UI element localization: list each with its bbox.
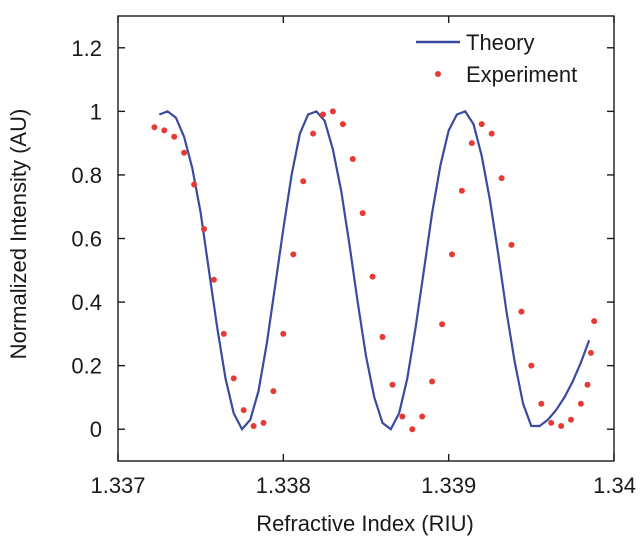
series-experiment-point (181, 149, 188, 156)
series-experiment-point (171, 133, 178, 140)
series-experiment-point (290, 251, 297, 258)
y-tick-label: 0.8 (71, 163, 102, 188)
x-tick-label: 1.339 (421, 473, 476, 498)
series-experiment-point (409, 426, 416, 433)
legend-theory-label: Theory (466, 30, 534, 55)
series-experiment-point (518, 308, 525, 315)
series-experiment-point (329, 108, 336, 115)
legend: Theory Experiment (416, 30, 577, 87)
y-tick-label: 0.2 (71, 354, 102, 379)
series-experiment-point (449, 251, 455, 258)
series-experiment-point (468, 140, 475, 147)
x-tick-label: 1.337 (90, 473, 145, 498)
x-tick-label: 1.338 (256, 473, 311, 498)
series-experiment-point (591, 318, 598, 325)
y-tick-label: 1.2 (71, 36, 102, 61)
y-tick-label: 1 (90, 99, 102, 124)
series-experiment-point (201, 226, 207, 232)
x-axis-title: Refractive Index (RIU) (256, 511, 474, 536)
series-experiment-point (528, 362, 535, 369)
series-experiment-point (230, 375, 237, 382)
series-experiment-point (191, 181, 198, 188)
series-experiment-point (151, 124, 158, 131)
series-experiment-point (458, 187, 465, 194)
series-experiment-point (349, 156, 356, 162)
series-experiment-point (587, 349, 594, 356)
plot-area (151, 108, 598, 433)
series-experiment-point (548, 419, 555, 426)
series-experiment-point (439, 321, 446, 328)
series-experiment-point (488, 130, 495, 137)
series-experiment-point (389, 381, 396, 388)
series-experiment-point (310, 130, 317, 137)
series-experiment-point (240, 407, 247, 414)
series-experiment-point (260, 419, 267, 426)
y-axis-title: Normalized Intensity (AU) (6, 109, 31, 360)
series-experiment-point (379, 334, 386, 340)
series-experiment-point (498, 175, 505, 182)
y-tick-label: 0.4 (71, 290, 102, 315)
y-tick-label: 0.6 (71, 227, 102, 252)
series-experiment-point (300, 178, 307, 185)
series-experiment-point (478, 121, 485, 128)
y-tick-label: 0 (90, 417, 102, 442)
series-experiment-point (270, 388, 277, 395)
series-theory-line (158, 110, 591, 432)
x-tick-label: 1.34 (593, 473, 636, 498)
legend-experiment-swatch (435, 71, 441, 77)
series-experiment-point (250, 423, 257, 429)
series-experiment-point (339, 121, 346, 128)
series-experiment-point (538, 400, 545, 407)
series-experiment-point (577, 400, 584, 407)
series-experiment-point (399, 413, 406, 420)
series-experiment-point (161, 127, 168, 134)
series-experiment-point (369, 273, 376, 280)
series-experiment-point (568, 416, 574, 423)
series-experiment-point (429, 378, 436, 385)
series-experiment-point (210, 276, 217, 283)
series-experiment-point (320, 111, 326, 118)
series-experiment-point (359, 210, 366, 217)
series-experiment-point (220, 330, 227, 337)
series-experiment-point (508, 241, 515, 248)
axes: 0 0.2 0.4 0.6 0.8 1 1.2 1.337 1.338 1.339 1.34 (71, 15, 636, 498)
legend-experiment-label: Experiment (466, 62, 577, 87)
series-experiment-point (558, 423, 565, 429)
series-experiment-point (584, 381, 591, 388)
series-experiment-point (419, 413, 426, 420)
series-experiment-point (280, 330, 287, 337)
